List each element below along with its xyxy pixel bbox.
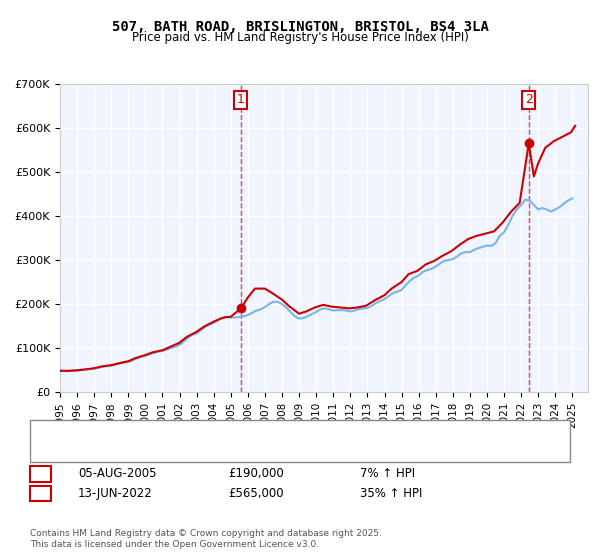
Text: Contains HM Land Registry data © Crown copyright and database right 2025.
This d: Contains HM Land Registry data © Crown c… — [30, 529, 382, 549]
Text: 1: 1 — [37, 467, 44, 480]
Text: 2: 2 — [37, 487, 44, 500]
Text: 13-JUN-2022: 13-JUN-2022 — [78, 487, 153, 500]
Text: Price paid vs. HM Land Registry's House Price Index (HPI): Price paid vs. HM Land Registry's House … — [131, 31, 469, 44]
Text: 2: 2 — [525, 93, 533, 106]
Text: £190,000: £190,000 — [228, 467, 284, 480]
Text: ─────: ───── — [48, 441, 86, 455]
Text: 1: 1 — [237, 93, 245, 106]
Text: 507, BATH ROAD, BRISLINGTON, BRISTOL, BS4 3LA (semi-detached house): 507, BATH ROAD, BRISLINGTON, BRISTOL, BS… — [93, 427, 482, 437]
Text: HPI: Average price, semi-detached house, City of Bristol: HPI: Average price, semi-detached house,… — [93, 443, 385, 453]
Text: 35% ↑ HPI: 35% ↑ HPI — [360, 487, 422, 500]
Text: 05-AUG-2005: 05-AUG-2005 — [78, 467, 157, 480]
Text: 507, BATH ROAD, BRISLINGTON, BRISTOL, BS4 3LA: 507, BATH ROAD, BRISLINGTON, BRISTOL, BS… — [112, 20, 488, 34]
Text: ─────: ───── — [48, 426, 86, 439]
Text: 7% ↑ HPI: 7% ↑ HPI — [360, 467, 415, 480]
Text: £565,000: £565,000 — [228, 487, 284, 500]
